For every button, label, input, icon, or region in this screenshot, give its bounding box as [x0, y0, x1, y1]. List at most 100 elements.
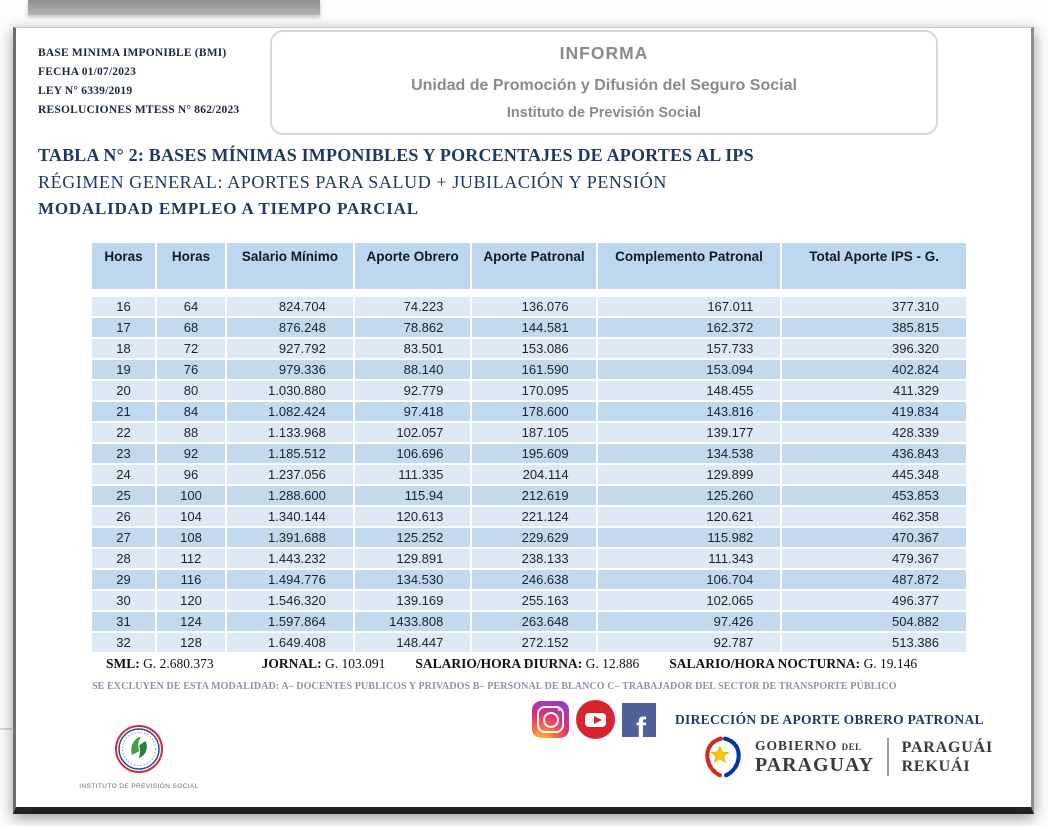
- table-row: 25 100 1.288.600 115.94 212.619 125.260 453.85…: [92, 486, 966, 505]
- table-cell: 148.455: [597, 381, 781, 400]
- table-header-row: Horas Horas Salario Mínimo Aporte Obrero Apo…: [92, 243, 966, 289]
- table-cell: 221.124: [472, 507, 596, 526]
- table-cell: 479.367: [782, 549, 966, 568]
- legal-info-block: BASE MINIMA IMPONIBLE (BMI) FECHA 01/07/…: [38, 44, 239, 120]
- table-cell: 272.152: [472, 633, 596, 652]
- summary-hora-nocturna: SALARIO/HORA NOCTURNA: G. 19.146: [669, 656, 917, 672]
- table-cell: 64: [156, 297, 226, 316]
- informa-box: INFORMA Unidad de Promoción y Difusión d…: [270, 30, 938, 135]
- table-row: 32 128 1.649.408 148.447 272.152 92.787 513.38…: [92, 633, 966, 652]
- table-cell: 377.310: [782, 297, 966, 316]
- table-cell: 120.621: [597, 507, 781, 526]
- table-row: 28 112 1.443.232 129.891 238.133 111.343 479.3…: [92, 549, 966, 568]
- table-cell: 115.982: [597, 528, 781, 547]
- table-cell: 78.862: [354, 318, 471, 337]
- summary-label: SALARIO/HORA NOCTURNA:: [669, 656, 861, 671]
- table-cell: 204.114: [472, 465, 596, 484]
- table-cell: 1.133.968: [227, 423, 353, 442]
- table-cell: 139.169: [354, 591, 471, 610]
- table-cell: 445.348: [782, 465, 966, 484]
- table-cell: 21: [92, 402, 155, 421]
- table-cell: 396.320: [782, 339, 966, 358]
- informa-subtitle-2: Instituto de Previsión Social: [506, 105, 702, 121]
- table-row: 16 64 824.704 74.223 136.076 167.011 377.310: [92, 297, 966, 316]
- table-cell: 504.882: [782, 612, 966, 631]
- table-cell: 17: [92, 318, 155, 337]
- table-cell: 162.372: [597, 318, 781, 337]
- table-cell: 92.779: [354, 381, 471, 400]
- column-header: Aporte Obrero: [354, 243, 471, 289]
- table-row: 26 104 1.340.144 120.613 221.124 120.621 462.3…: [92, 507, 966, 526]
- table-cell: 26: [92, 507, 155, 526]
- summary-label: SML:: [106, 656, 140, 671]
- table-cell: 120.613: [354, 507, 471, 526]
- column-header: Aporte Patronal: [472, 243, 596, 289]
- table-cell: 83.501: [354, 339, 471, 358]
- table-cell: 16: [92, 297, 155, 316]
- table-row: 27 108 1.391.688 125.252 229.629 115.982 470.3…: [92, 528, 966, 547]
- table-cell: 979.336: [227, 360, 353, 379]
- table-cell: 111.335: [354, 465, 471, 484]
- instagram-dot: [558, 708, 561, 711]
- table-cell: 106.696: [354, 444, 471, 463]
- summary-hora-diurna: SALARIO/HORA DIURNA: G. 12.886: [415, 656, 639, 672]
- table-cell: 1.340.144: [227, 507, 353, 526]
- summary-value: G. 103.091: [325, 656, 386, 671]
- table-cell: 513.386: [782, 633, 966, 652]
- table-cell: 229.629: [472, 528, 596, 547]
- table-cell: 195.609: [472, 444, 596, 463]
- table-cell: 134.530: [354, 570, 471, 589]
- document-page: BASE MINIMA IMPONIBLE (BMI) FECHA 01/07/…: [13, 27, 1034, 814]
- table-cell: 104: [156, 507, 226, 526]
- table-cell: 263.648: [472, 612, 596, 631]
- table-cell: 18: [92, 339, 155, 358]
- document-titles: TABLA N° 2: BASES MÍNIMAS IMPONIBLES Y P…: [38, 145, 754, 219]
- modality-subtitle: MODALIDAD EMPLEO A TIEMPO PARCIAL: [38, 199, 419, 218]
- table-cell: 170.095: [472, 381, 596, 400]
- table-cell: 27: [92, 528, 155, 547]
- summary-value: G. 2.680.373: [143, 656, 214, 671]
- summary-jornal: JORNAL: G. 103.091: [262, 656, 386, 672]
- gobierno-paraguay-logo: GOBIERNO DEL PARAGUAY PARAGUÁI REKUÁI: [700, 734, 993, 780]
- info-line-fecha: FECHA 01/07/2023: [38, 66, 137, 78]
- table-cell: 144.581: [472, 318, 596, 337]
- table-cell: 1.391.688: [227, 528, 353, 547]
- edge-tick: [0, 728, 12, 730]
- social-media-row: f DIRECCIÓN DE APORTE OBRERO PATRONAL: [532, 700, 984, 739]
- gov-word-gobierno: GOBIERNO: [754, 738, 838, 754]
- table-cell: 157.733: [597, 339, 781, 358]
- table-cell: 88.140: [354, 360, 471, 379]
- table-cell: 102.065: [597, 591, 781, 610]
- table-row: 19 76 979.336 88.140 161.590 153.094 402.824: [92, 360, 966, 379]
- table-cell: 97.418: [354, 402, 471, 421]
- gobierno-wreath-icon: [705, 736, 741, 778]
- table-cell: 72: [156, 339, 226, 358]
- table-cell: 68: [156, 318, 226, 337]
- info-line-ley: LEY N° 6339/2019: [38, 85, 133, 97]
- gov-word-paraguai: PARAGUÁI: [901, 738, 993, 756]
- table-cell: 1.237.056: [227, 465, 353, 484]
- table-cell: 30: [92, 591, 155, 610]
- table-cell: 255.163: [472, 591, 596, 610]
- table-cell: 20: [92, 381, 155, 400]
- table-cell: 88: [156, 423, 226, 442]
- table-row: 29 116 1.494.776 134.530 246.638 106.704 487.8…: [92, 570, 966, 589]
- table-cell: 84: [156, 402, 226, 421]
- table-cell: 1.597.864: [227, 612, 353, 631]
- table-cell: 80: [156, 381, 226, 400]
- table-cell: 462.358: [782, 507, 966, 526]
- regime-subtitle: RÉGIMEN GENERAL: APORTES PARA SALUD + JU…: [38, 172, 667, 192]
- table-cell: 187.105: [472, 423, 596, 442]
- table-cell: 1.443.232: [227, 549, 353, 568]
- table-cell: 112: [156, 549, 226, 568]
- table-cell: 92.787: [597, 633, 781, 652]
- table-body: 16 64 824.704 74.223 136.076 167.011 377.310 17…: [92, 291, 966, 652]
- table-cell: 22: [92, 423, 155, 442]
- table-cell: 102.057: [354, 423, 471, 442]
- column-header: Salario Mínimo: [227, 243, 353, 289]
- table-row: 17 68 876.248 78.862 144.581 162.372 385.815: [92, 318, 966, 337]
- guarani-wordmark: PARAGUÁI REKUÁI: [902, 738, 993, 776]
- gov-word-del: DEL: [841, 742, 862, 753]
- table-cell: 1.546.320: [227, 591, 353, 610]
- table-cell: 24: [92, 465, 155, 484]
